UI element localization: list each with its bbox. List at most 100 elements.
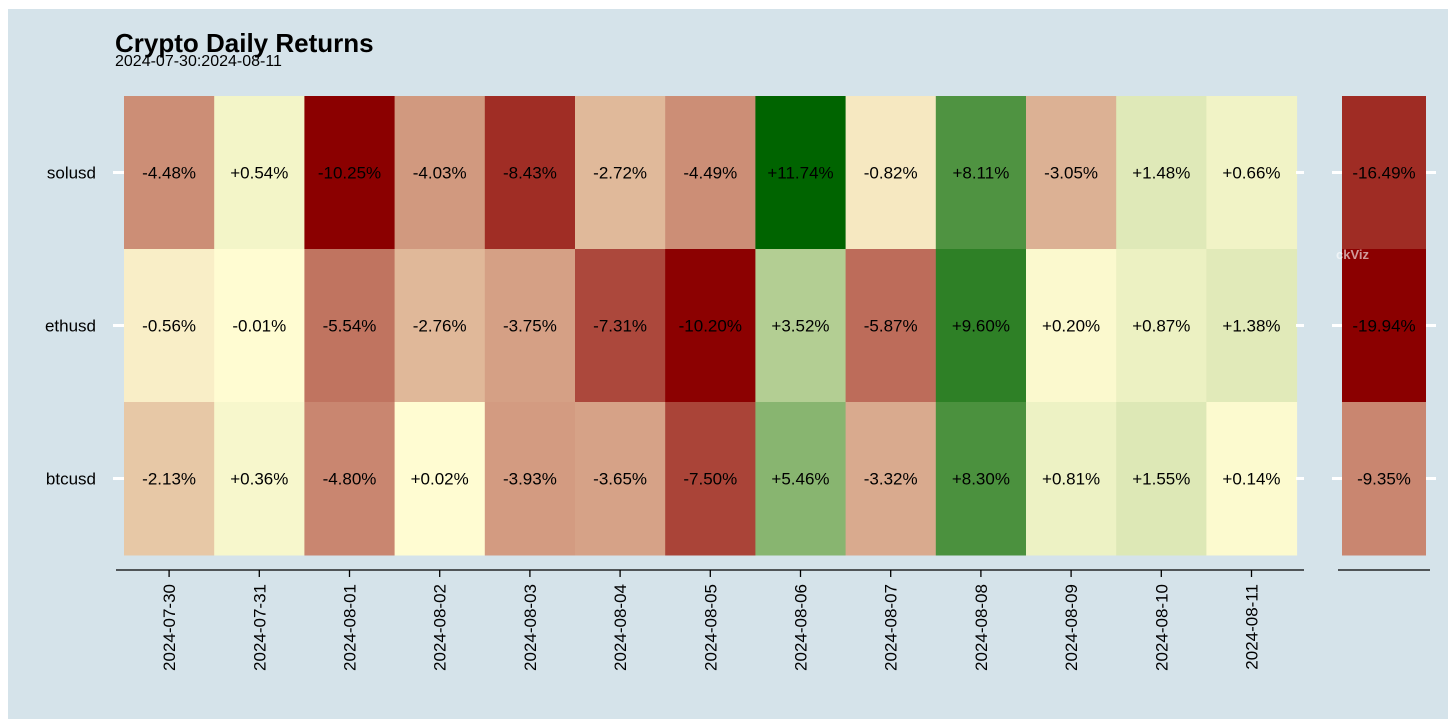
heatmap-cell bbox=[394, 249, 486, 403]
cell-label: -7.31% bbox=[593, 317, 647, 336]
row-label: solusd bbox=[47, 164, 96, 183]
cell-label: +0.36% bbox=[230, 470, 288, 489]
heatmap-cell bbox=[304, 96, 396, 250]
x-tick-label: 2024-07-31 bbox=[250, 584, 269, 671]
cell-label: +3.52% bbox=[771, 317, 829, 336]
total-label: -16.49% bbox=[1352, 164, 1415, 183]
cell-label: -4.03% bbox=[413, 164, 467, 183]
chart-subtitle: 2024-07-30:2024-08-11 bbox=[115, 53, 282, 70]
heatmap-cell bbox=[214, 96, 305, 250]
heatmap-cell bbox=[484, 402, 576, 556]
heatmap-cell bbox=[935, 402, 1027, 556]
heatmap-cell bbox=[755, 402, 847, 556]
cell-label: +1.38% bbox=[1222, 317, 1280, 336]
watermark-text: ckViz bbox=[1336, 247, 1370, 262]
heatmap-cell bbox=[845, 249, 937, 403]
cell-label: +0.54% bbox=[230, 164, 288, 183]
cell-label: +1.48% bbox=[1132, 164, 1190, 183]
heatmap-cell bbox=[1026, 96, 1117, 250]
row-label: ethusd bbox=[45, 317, 96, 336]
heatmap-cell bbox=[214, 249, 305, 403]
cell-label: -7.50% bbox=[683, 470, 737, 489]
row-label: btcusd bbox=[46, 470, 96, 489]
x-tick-label: 2024-08-03 bbox=[521, 584, 540, 671]
heatmap-cell bbox=[845, 96, 937, 250]
x-tick-label: 2024-08-06 bbox=[792, 584, 811, 671]
cell-label: -3.32% bbox=[864, 470, 918, 489]
x-tick-label: 2024-08-07 bbox=[882, 584, 901, 671]
cell-label: -5.87% bbox=[864, 317, 918, 336]
cell-label: -2.76% bbox=[413, 317, 467, 336]
cell-label: -2.72% bbox=[593, 164, 647, 183]
cell-label: +8.30% bbox=[952, 470, 1010, 489]
heatmap-cell bbox=[665, 249, 756, 403]
chart-title: Crypto Daily Returns bbox=[115, 28, 374, 58]
cell-label: +0.20% bbox=[1042, 317, 1100, 336]
cell-label: -8.43% bbox=[503, 164, 557, 183]
heatmap-cell bbox=[124, 402, 215, 556]
heatmap-cell bbox=[484, 249, 576, 403]
cell-label: +11.74% bbox=[767, 164, 833, 183]
heatmap-cell bbox=[1026, 249, 1117, 403]
cell-label: +0.81% bbox=[1042, 470, 1100, 489]
cell-label: -3.75% bbox=[503, 317, 557, 336]
heatmap-cell bbox=[124, 96, 215, 250]
heatmap-cell bbox=[575, 402, 666, 556]
cell-label: -4.49% bbox=[683, 164, 737, 183]
x-tick-label: 2024-08-01 bbox=[341, 584, 360, 671]
x-tick-label: 2024-08-05 bbox=[701, 584, 720, 671]
total-label: -19.94% bbox=[1352, 317, 1415, 336]
heatmap-cell bbox=[755, 96, 847, 250]
heatmap-cell bbox=[304, 249, 396, 403]
heatmap-cell bbox=[214, 402, 305, 556]
heatmap-cell bbox=[1206, 249, 1298, 403]
cell-label: +1.55% bbox=[1132, 470, 1190, 489]
x-tick-label: 2024-07-30 bbox=[160, 584, 179, 671]
heatmap-cell bbox=[1116, 402, 1207, 556]
heatmap-cell bbox=[665, 402, 756, 556]
heatmap-cell bbox=[1116, 96, 1207, 250]
heatmap-cell bbox=[845, 402, 937, 556]
heatmap-cell bbox=[484, 96, 576, 250]
heatmap-cell bbox=[755, 249, 847, 403]
cell-label: +0.14% bbox=[1222, 470, 1280, 489]
cell-label: -0.56% bbox=[142, 317, 196, 336]
cell-label: +0.02% bbox=[411, 470, 469, 489]
x-tick-label: 2024-08-11 bbox=[1243, 584, 1262, 670]
cell-label: -4.80% bbox=[323, 470, 377, 489]
total-cell bbox=[1342, 96, 1426, 250]
cell-label: +8.11% bbox=[952, 164, 1009, 183]
heatmap-cell bbox=[1026, 402, 1117, 556]
heatmap-cell bbox=[394, 96, 486, 250]
cell-label: -2.13% bbox=[142, 470, 196, 489]
cell-label: -4.48% bbox=[142, 164, 196, 183]
cell-label: -0.82% bbox=[864, 164, 918, 183]
cell-label: -3.05% bbox=[1044, 164, 1098, 183]
total-cell bbox=[1342, 402, 1426, 556]
heatmap-cell bbox=[575, 249, 666, 403]
heatmap-cell bbox=[575, 96, 666, 250]
cell-label: +0.87% bbox=[1132, 317, 1190, 336]
cell-label: -10.20% bbox=[679, 317, 742, 336]
cell-label: -3.93% bbox=[503, 470, 557, 489]
heatmap-cell bbox=[1206, 96, 1298, 250]
x-tick-label: 2024-08-09 bbox=[1062, 584, 1081, 671]
cell-label: -0.01% bbox=[232, 317, 286, 336]
cell-label: +5.46% bbox=[771, 470, 829, 489]
heatmap-cell bbox=[304, 402, 396, 556]
cell-label: -3.65% bbox=[593, 470, 647, 489]
heatmap-cell bbox=[124, 249, 215, 403]
x-tick-label: 2024-08-04 bbox=[611, 584, 630, 671]
cell-label: +9.60% bbox=[952, 317, 1010, 336]
heatmap-cell bbox=[935, 96, 1027, 250]
heatmap-cell bbox=[935, 249, 1027, 403]
heatmap-cell bbox=[1206, 402, 1298, 556]
x-tick-label: 2024-08-08 bbox=[972, 584, 991, 671]
cell-label: -10.25% bbox=[318, 164, 381, 183]
heatmap-cell bbox=[394, 402, 486, 556]
total-label: -9.35% bbox=[1357, 470, 1411, 489]
cell-label: +0.66% bbox=[1222, 164, 1280, 183]
heatmap-cell bbox=[665, 96, 756, 250]
x-tick-label: 2024-08-10 bbox=[1152, 584, 1171, 671]
